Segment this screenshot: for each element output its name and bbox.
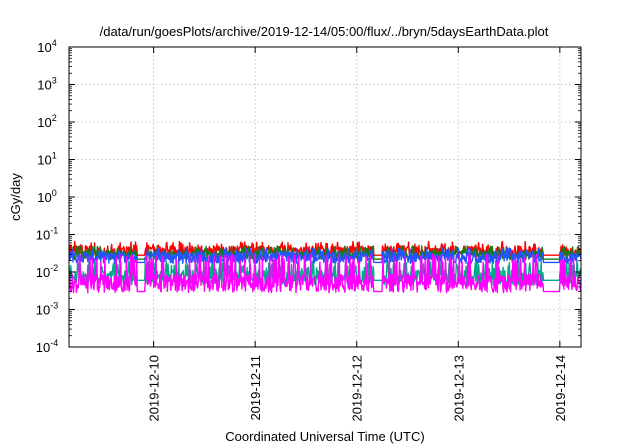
y-tick-label: 102 xyxy=(37,113,56,130)
y-tick-label: 100 xyxy=(37,188,56,205)
y-tick-label: 103 xyxy=(37,76,56,93)
y-tick-label: 10-1 xyxy=(36,226,58,243)
series-group xyxy=(69,240,581,294)
y-axis: 10-4 10-3 10-2 10-1 100 101 102 103 104 xyxy=(36,38,581,355)
x-tick-label: 2019-12-10 xyxy=(147,355,162,422)
x-tick-label: 2019-12-13 xyxy=(451,355,466,422)
x-tick-label: 2019-12-12 xyxy=(350,355,365,422)
y-tick-label: 10-3 xyxy=(36,301,58,318)
y-tick-label: 104 xyxy=(37,38,56,55)
series-line xyxy=(69,253,581,294)
y-tick-label: 10-2 xyxy=(36,263,58,280)
y-tick-label: 10-4 xyxy=(36,338,58,355)
x-tick-label: 2019-12-11 xyxy=(248,355,263,421)
x-axis: 2019-12-10 2019-12-11 2019-12-12 2019-12-13… xyxy=(147,47,568,422)
chart-title: /data/run/goesPlots/archive/2019-12-14/0… xyxy=(100,24,549,39)
series-line xyxy=(69,246,581,264)
x-axis-label: Coordinated Universal Time (UTC) xyxy=(225,429,424,444)
x-tick-label: 2019-12-14 xyxy=(553,355,568,422)
y-axis-label: cGy/day xyxy=(8,173,23,221)
y-tick-label: 101 xyxy=(37,151,56,168)
